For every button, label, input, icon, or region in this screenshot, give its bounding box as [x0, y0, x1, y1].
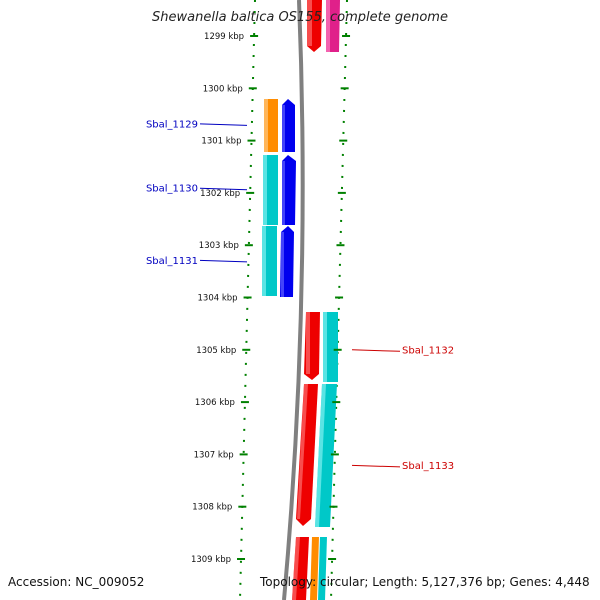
genes-text: Genes: 4,448: [509, 575, 590, 589]
gene-cyan-2: [262, 226, 277, 296]
gene-label-leader: [351, 464, 401, 468]
gene-forward-bottom-1: [292, 537, 309, 600]
gene-cyan-1: [263, 155, 278, 225]
gene-forward-top-2: [326, 0, 340, 52]
gene-sbal-1129: [282, 99, 295, 152]
reverse-strand-guide: [239, 0, 256, 600]
gene-cyan-3: [323, 312, 338, 382]
tick-label: 1306 kbp: [195, 398, 235, 408]
gene-label-leader: [199, 187, 248, 191]
tick-label: 1302 kbp: [200, 189, 240, 199]
genome-summary: Topology: circular; Length: 5,127,376 bp…: [260, 575, 590, 589]
gene-sbal-1130: [282, 155, 296, 225]
gene-cyan-4: [315, 384, 337, 527]
tick-label: 1308 kbp: [192, 503, 232, 513]
gene-label[interactable]: Sbal_1130: [146, 184, 198, 195]
gene-label[interactable]: Sbal_1132: [402, 345, 454, 356]
map-title: Shewanella baltica OS155, complete genom…: [152, 10, 448, 25]
gene-label[interactable]: Sbal_1133: [402, 461, 454, 472]
tick-label: 1300 kbp: [203, 84, 243, 94]
tick-layer: 1299 kbp 1300 kbp 1301 kbp 1302 kbp 1303 kbp…: [191, 32, 351, 565]
tick-label: 1303 kbp: [199, 241, 239, 251]
topology-text: Topology: circular;: [260, 575, 369, 589]
tick-label: 1305 kbp: [196, 346, 236, 356]
tick-label: 1304 kbp: [198, 294, 238, 304]
tick-label: 1299 kbp: [204, 32, 244, 42]
gene-label-leader: [199, 259, 248, 263]
gene-label[interactable]: Sbal_1131: [146, 256, 198, 267]
gene-label-layer: Sbal_1129 Sbal_1130 Sbal_1131 Sbal_1132 Sbal…: [146, 119, 454, 472]
gene-sbal-1131: [280, 226, 294, 297]
gene-sbal-1133: [296, 384, 318, 526]
tick-label: 1301 kbp: [201, 137, 241, 147]
gene-orange-1: [264, 99, 278, 152]
tick-label: 1307 kbp: [194, 450, 234, 460]
gene-label[interactable]: Sbal_1129: [146, 119, 198, 130]
gene-label-leader: [199, 123, 248, 126]
genome-backbone: [282, 0, 305, 600]
gene-forward-bottom-3: [318, 537, 327, 600]
length-text: Length: 5,127,376 bp;: [372, 575, 506, 589]
tick-label: 1309 kbp: [191, 555, 231, 565]
gene-forward-top-1: [307, 0, 322, 52]
accession-text: Accession: NC_009052: [8, 575, 145, 589]
forward-strand-guide: [330, 0, 348, 600]
gene-label-leader: [351, 349, 401, 352]
gene-sbal-1132: [304, 312, 320, 380]
gene-forward-bottom-2: [310, 537, 319, 600]
